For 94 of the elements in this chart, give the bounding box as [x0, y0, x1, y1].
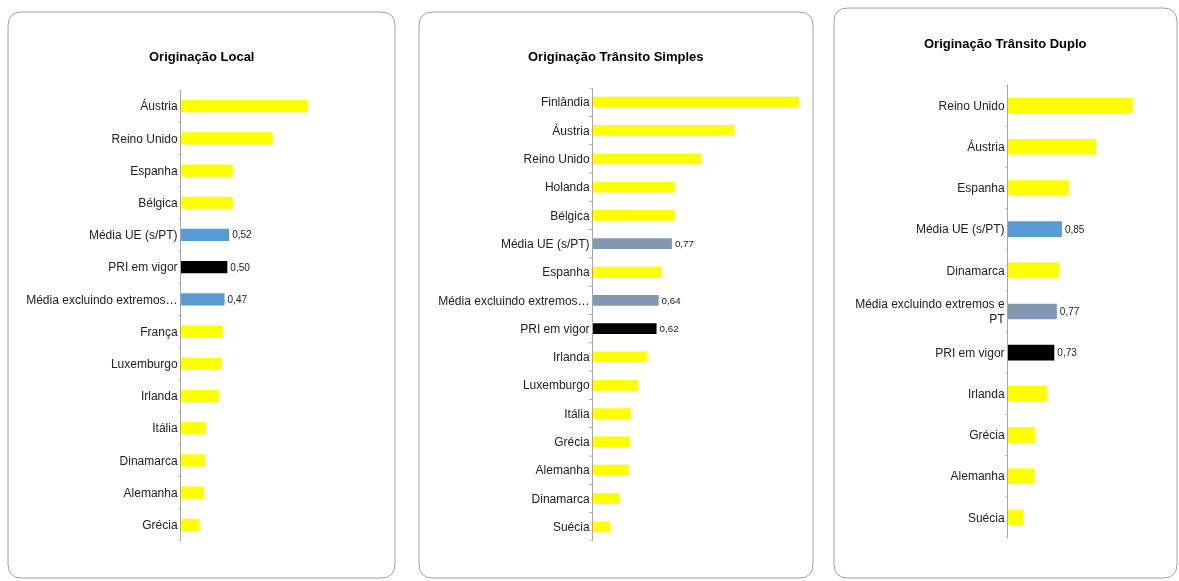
y-tick-label: Dinamarca — [946, 263, 1005, 278]
data-label: 0,50 — [230, 261, 251, 273]
y-tick-label: Luxemburgo — [522, 378, 590, 393]
bar — [593, 96, 799, 108]
bar — [1008, 509, 1024, 526]
bar — [1008, 344, 1055, 361]
y-tick-label: Grécia — [554, 435, 590, 450]
y-tick-label: PRI em vigor — [108, 260, 178, 275]
bar — [181, 325, 223, 338]
data-label: 0,62 — [659, 323, 679, 335]
data-label: 0,64 — [661, 294, 682, 306]
y-tick-label: Bélgica — [138, 195, 178, 210]
chart-title: Originação Local — [149, 49, 255, 64]
y-tick-label: Reino Unido — [523, 151, 590, 166]
y-tick-label: Média excluindo extremos e PT — [855, 296, 1006, 327]
data-label: 0,52 — [232, 229, 253, 241]
bar — [593, 210, 675, 221]
bar — [181, 486, 205, 499]
bar — [1008, 262, 1060, 279]
bar — [1008, 468, 1035, 485]
y-tick-label: Grécia — [969, 428, 1005, 443]
bar — [181, 261, 228, 274]
y-tick-label: Irlanda — [967, 387, 1005, 402]
bar — [1008, 386, 1048, 402]
bar — [593, 493, 620, 504]
data-label: 0,77 — [674, 238, 694, 250]
y-tick-label: Alemanha — [950, 469, 1005, 484]
y-tick-label: Áustria — [552, 122, 590, 138]
bar — [181, 357, 222, 370]
bar — [1008, 180, 1069, 196]
y-tick-label: Média UE (s/PT) — [500, 236, 590, 251]
y-tick-label: Dinamarca — [119, 453, 178, 468]
data-label: 0,73 — [1057, 347, 1078, 359]
bar — [593, 181, 675, 193]
bar — [593, 153, 702, 165]
y-tick-label: Holanda — [544, 180, 590, 195]
y-tick-label: Reino Unido — [938, 98, 1005, 113]
y-tick-label: Média excluindo extremos… — [26, 292, 178, 307]
bar — [593, 379, 639, 391]
bar — [1008, 221, 1062, 237]
bar — [593, 521, 611, 533]
bar — [1008, 97, 1133, 114]
data-label: 0,77 — [1059, 306, 1080, 317]
y-tick-label: Média UE (s/PT) — [88, 228, 178, 243]
y-tick-label: Luxemburgo — [110, 357, 178, 372]
y-tick-label: PRI em vigor — [935, 345, 1005, 360]
y-tick-label: Média UE (s/PT) — [915, 222, 1005, 237]
bar — [593, 464, 629, 476]
y-tick-label: Bélgica — [550, 208, 590, 223]
y-tick-label: França — [140, 324, 178, 339]
data-label: 0,85 — [1064, 223, 1085, 235]
bar — [181, 389, 220, 403]
bar — [1008, 303, 1057, 320]
y-tick-label: Suécia — [552, 520, 590, 535]
y-tick-label: Irlanda — [552, 350, 590, 365]
bar — [181, 454, 206, 467]
y-tick-label: Grécia — [142, 518, 178, 533]
bar — [593, 266, 662, 278]
bar — [593, 238, 672, 250]
bar — [181, 164, 233, 177]
bar — [181, 132, 273, 145]
bar — [181, 422, 207, 435]
y-tick-label: PRI em vigor — [520, 321, 590, 336]
y-tick-label: Espanha — [130, 163, 178, 178]
y-tick-label: Espanha — [542, 265, 590, 280]
bar — [181, 99, 308, 113]
bar — [593, 408, 631, 419]
y-tick-label: Itália — [564, 406, 590, 421]
data-label: 0,47 — [227, 293, 248, 305]
bar — [593, 436, 630, 448]
bar — [1008, 138, 1097, 155]
bar — [1008, 427, 1036, 443]
y-tick-label: Média excluindo extremos… — [438, 293, 590, 308]
bar — [593, 294, 659, 306]
bar — [181, 293, 225, 306]
bar — [593, 351, 648, 363]
y-tick-label: Dinamarca — [531, 491, 590, 506]
y-tick-label: Finlândia — [540, 95, 590, 110]
y-tick-label: Espanha — [957, 181, 1005, 196]
y-tick-label: Irlanda — [140, 389, 178, 404]
bar — [181, 228, 230, 242]
chart-title: Originação Trânsito Simples — [528, 49, 704, 64]
bar — [181, 518, 200, 532]
bar — [593, 125, 735, 136]
y-tick-label: Alemanha — [123, 485, 178, 500]
y-tick-label: Itália — [152, 421, 178, 436]
y-tick-label: Áustria — [967, 138, 1005, 154]
y-tick-label: Áustria — [140, 98, 178, 114]
bar — [181, 196, 233, 209]
y-tick-label: Alemanha — [535, 463, 590, 478]
y-tick-label: Suécia — [967, 510, 1005, 525]
y-tick-label: Reino Unido — [111, 131, 178, 146]
bar — [593, 323, 657, 335]
chart-title: Originação Trânsito Duplo — [924, 36, 1087, 51]
